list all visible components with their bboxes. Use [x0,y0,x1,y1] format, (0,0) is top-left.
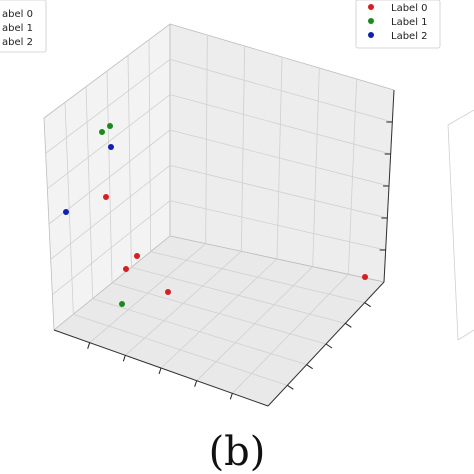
legend-label-1: Label 1 [391,17,428,28]
point-series1-1 [99,129,105,135]
axes-3d [43,23,395,407]
x-tick-2 [122,355,126,362]
legend-left-item-0: abel 0 [2,9,33,20]
y-tick-4 [345,322,352,328]
point-series2-0 [108,144,114,150]
x-tick-3 [158,367,162,375]
axis-ticks [87,121,393,400]
grid-right-h-5 [169,200,386,251]
point-series2-1 [63,209,69,215]
legend: Label 0 Label 1 Label 2 [355,0,441,49]
legend-left-item-2: abel 2 [2,37,33,48]
grid-floor-h-5 [232,274,349,394]
legend-left-partial: abel 0 abel 1 abel 2 [0,0,47,53]
x-tick-1 [87,342,91,349]
point-series0-1 [134,253,140,259]
point-series1-2 [119,301,125,307]
legend-marker-0 [368,4,374,10]
point-series0-2 [123,266,129,272]
grid-lines [45,34,393,394]
point-series0-3 [165,289,171,295]
legend-label-0: Label 0 [391,3,428,14]
figure-caption: (b) [209,429,266,474]
legend-marker-1 [368,18,374,24]
x-tick-5 [229,393,233,400]
point-series0-4 [362,274,368,280]
scatter-points [63,123,368,307]
y-tick-3 [325,343,333,349]
point-series1-0 [107,123,113,129]
point-series0-0 [103,194,109,200]
x-tick-4 [194,380,198,387]
legend-left-item-1: abel 1 [2,23,33,34]
legend-label-2: Label 2 [391,31,428,42]
grid-left-h-5 [52,200,171,295]
neighbor-panel-edge [447,109,474,341]
y-tick-5 [364,302,371,308]
legend-marker-2 [368,32,374,38]
y-tick-2 [306,364,313,370]
y-tick-1 [287,384,294,390]
